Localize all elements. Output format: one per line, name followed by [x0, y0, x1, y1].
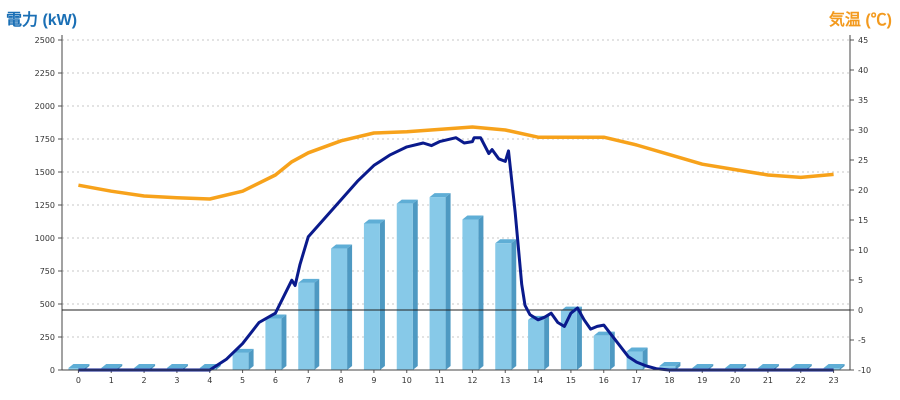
x-tick-label: 1 — [109, 376, 114, 385]
left-tick-label: 1750 — [35, 135, 55, 144]
x-tick-label: 0 — [76, 376, 81, 385]
left-tick-label: 2000 — [35, 102, 55, 111]
bar — [331, 248, 348, 370]
bar — [593, 335, 610, 370]
bar-side — [576, 306, 582, 370]
x-tick-label: 18 — [664, 376, 674, 385]
right-tick-label: 25 — [858, 156, 868, 165]
bar-side — [314, 278, 320, 370]
right-tick-label: 30 — [858, 126, 868, 135]
temperature-line — [78, 125, 834, 201]
bar-top — [363, 219, 385, 224]
bar — [68, 368, 85, 370]
left-axis-title: 電力 (kW) — [6, 12, 78, 29]
right-tick-label: 35 — [858, 96, 868, 105]
x-tick-label: 14 — [533, 376, 543, 385]
power-line — [78, 136, 834, 372]
bar-top — [725, 364, 747, 368]
left-tick-label: 1250 — [35, 201, 55, 210]
bar — [265, 318, 282, 370]
right-tick-label: 40 — [858, 66, 868, 75]
x-tick-label: 4 — [207, 376, 212, 385]
x-tick-label: 15 — [566, 376, 576, 385]
bar-top — [757, 364, 779, 368]
bar-top — [495, 239, 517, 244]
bar-top — [68, 364, 90, 368]
right-axis-title: 気温 (℃) — [828, 12, 892, 29]
left-tick-label: 0 — [50, 366, 55, 375]
left-tick-label: 750 — [40, 267, 55, 276]
right-tick-label: -10 — [858, 366, 871, 375]
right-tick-label: 5 — [858, 276, 863, 285]
bar-side — [347, 244, 353, 370]
bar — [396, 203, 413, 370]
x-tick-label: 12 — [467, 376, 477, 385]
bar — [495, 243, 512, 370]
x-tick-label: 11 — [434, 376, 444, 385]
x-tick-label: 17 — [631, 376, 641, 385]
x-tick-label: 10 — [402, 376, 412, 385]
x-tick-label: 6 — [273, 376, 278, 385]
bar-top — [331, 244, 353, 249]
bar — [429, 197, 446, 370]
left-tick-label: 2250 — [35, 69, 55, 78]
bar — [232, 352, 249, 370]
bar-top — [298, 278, 320, 283]
bar-top — [166, 364, 188, 368]
bar-side — [379, 219, 385, 370]
x-tick-label: 19 — [697, 376, 707, 385]
bar-top — [462, 215, 484, 220]
bar-top — [134, 364, 156, 368]
left-tick-label: 1500 — [35, 168, 55, 177]
x-tick-label: 16 — [599, 376, 609, 385]
bar-side — [248, 348, 254, 370]
bar-side — [511, 239, 517, 370]
left-tick-label: 250 — [40, 333, 55, 342]
bar-top — [101, 364, 123, 368]
bar-top — [823, 364, 845, 368]
bar — [363, 223, 380, 370]
bar-side — [675, 362, 681, 370]
bar-side — [839, 364, 845, 370]
bar-top — [790, 364, 812, 368]
left-tick-label: 2500 — [35, 36, 55, 45]
right-tick-label: 10 — [858, 246, 868, 255]
bar-top — [626, 347, 648, 352]
x-tick-label: 22 — [796, 376, 806, 385]
x-tick-label: 9 — [371, 376, 376, 385]
bar — [462, 219, 479, 370]
x-tick-label: 5 — [240, 376, 245, 385]
bar-top — [429, 193, 451, 198]
right-tick-label: 0 — [858, 306, 863, 315]
x-tick-label: 8 — [339, 376, 344, 385]
bar-top — [659, 362, 681, 367]
bar-side — [412, 199, 418, 370]
right-tick-label: 45 — [858, 36, 868, 45]
bar-side — [445, 193, 451, 370]
x-tick-label: 2 — [142, 376, 147, 385]
bar — [659, 366, 676, 370]
x-tick-label: 3 — [174, 376, 179, 385]
x-tick-label: 13 — [500, 376, 510, 385]
right-tick-label: -5 — [858, 336, 866, 345]
bar-side — [609, 331, 615, 370]
bar-top — [396, 199, 418, 204]
bar-side — [281, 314, 287, 370]
x-tick-label: 23 — [828, 376, 838, 385]
right-tick-label: 20 — [858, 186, 868, 195]
right-tick-label: 15 — [858, 216, 868, 225]
bar — [528, 319, 545, 370]
left-tick-label: 500 — [40, 300, 55, 309]
bar-side — [478, 215, 484, 370]
x-tick-label: 21 — [763, 376, 773, 385]
bar — [298, 282, 315, 370]
bar-side — [544, 315, 550, 370]
left-tick-label: 1000 — [35, 234, 55, 243]
bar-top — [692, 364, 714, 368]
x-tick-label: 20 — [730, 376, 740, 385]
x-tick-label: 7 — [306, 376, 311, 385]
